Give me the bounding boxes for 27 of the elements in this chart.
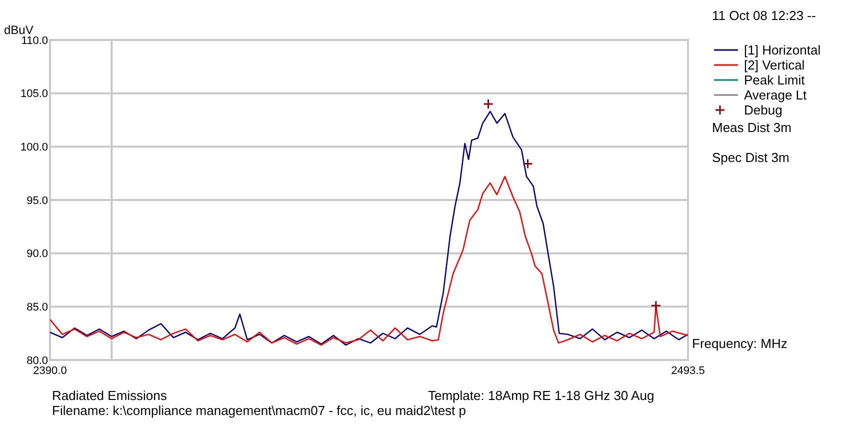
point bbox=[650, 300, 662, 311]
legend-label: Average Lt bbox=[744, 88, 808, 103]
x-tick-label: 2493.5 bbox=[671, 365, 705, 377]
legend-label: Peak Limit bbox=[744, 72, 806, 88]
point bbox=[483, 98, 494, 110]
y-tick-label: 100.0 bbox=[20, 142, 48, 154]
y-axis-title: dBuV bbox=[4, 23, 34, 37]
point bbox=[522, 158, 533, 169]
y-tick-label: 80.0 bbox=[26, 354, 48, 367]
y-tick-label: 90.0 bbox=[26, 248, 48, 260]
legend-label: Debug bbox=[744, 102, 782, 118]
text: Template: 18Amp RE 1-18 GHz 30 Aug bbox=[428, 388, 654, 403]
y-tick-label: 110.0 bbox=[21, 34, 48, 47]
y-tick-label: 85.0 bbox=[26, 302, 48, 314]
legend-label: [1] Horizontal bbox=[744, 42, 821, 58]
text: Filename: k:\compliance management\macm07 - fcc, ic, eu maid2\test p bbox=[52, 403, 466, 418]
line-series bbox=[50, 176, 688, 346]
text: Spec Dist 3m bbox=[712, 150, 790, 165]
line-series bbox=[50, 110, 688, 346]
legend-label: [2] Vertical bbox=[744, 58, 805, 73]
y-tick-label: 95.0 bbox=[26, 194, 48, 207]
text: Radiated Emissions bbox=[52, 388, 168, 403]
x-axis-title: Frequency: MHz bbox=[692, 336, 788, 351]
y-tick-label: 105.0 bbox=[20, 88, 48, 100]
x-tick-label: 2390.0 bbox=[33, 365, 67, 377]
text: 11 Oct 08 12:23 -- bbox=[712, 8, 816, 23]
text: Meas Dist 3m bbox=[712, 120, 792, 135]
